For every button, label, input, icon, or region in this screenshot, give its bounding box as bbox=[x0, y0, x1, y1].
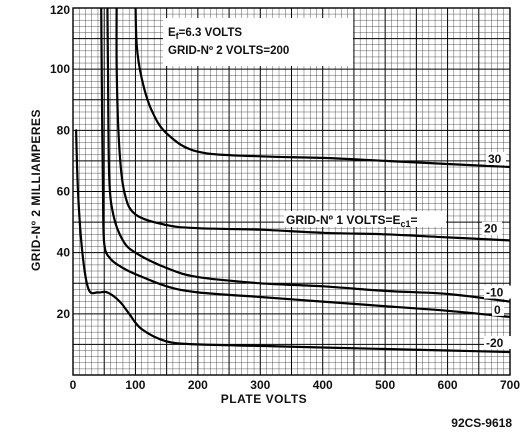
annotation-grid2: GRID-Nº 2 VOLTS=200 bbox=[168, 45, 289, 57]
x-tick-label: 700 bbox=[500, 378, 520, 392]
x-tick-label: 500 bbox=[375, 378, 395, 392]
x-tick-label: 200 bbox=[188, 378, 208, 392]
y-tick-label: 40 bbox=[57, 246, 71, 260]
y-tick-labels: 20 40 60 80 100 120 bbox=[50, 3, 70, 321]
x-tick-label: 400 bbox=[313, 378, 333, 392]
curve-grid1-10 bbox=[106, 8, 510, 303]
x-tick-label: 300 bbox=[250, 378, 270, 392]
grid1-label-group: GRID-Nº 1 VOLTS=Ec1= bbox=[284, 211, 446, 229]
y-axis-title: GRID-Nº 2 MILLIAMPERES bbox=[29, 109, 43, 271]
curve-label-10: -10 bbox=[486, 286, 504, 300]
annotation-ef: Ef=6.3 VOLTS bbox=[168, 27, 242, 41]
curve-label-0: 0 bbox=[494, 303, 501, 317]
annotation-box: Ef=6.3 VOLTS GRID-Nº 2 VOLTS=200 bbox=[163, 18, 353, 66]
grid1-label: GRID-Nº 1 VOLTS=Ec1= bbox=[286, 213, 418, 229]
curve-grid1-0 bbox=[100, 8, 510, 318]
y-tick-label: 120 bbox=[50, 3, 70, 17]
y-tick-label: 20 bbox=[57, 307, 71, 321]
x-tick-label: 100 bbox=[125, 378, 145, 392]
curve-grid1--20 bbox=[75, 129, 510, 354]
x-tick-labels: 0 100 200 300 400 500 600 700 bbox=[70, 378, 521, 392]
x-tick-label: 600 bbox=[438, 378, 458, 392]
y-tick-label: 80 bbox=[57, 123, 71, 137]
curve-labels: 30 20 -10 0 -20 bbox=[482, 152, 512, 350]
x-axis-title: PLATE VOLTS bbox=[221, 392, 307, 406]
y-tick-label: 60 bbox=[57, 185, 71, 199]
curve-label--20: -20 bbox=[486, 336, 504, 350]
curve-label-30: 30 bbox=[488, 152, 502, 166]
plot-frame bbox=[72, 7, 511, 376]
curve-label-20: 20 bbox=[484, 222, 498, 236]
annotation-background bbox=[163, 18, 353, 66]
curve-label-bg-20 bbox=[482, 221, 502, 235]
curves bbox=[75, 8, 510, 354]
curve-label-bg-0 bbox=[492, 302, 504, 316]
x-tick-label: 0 bbox=[70, 378, 77, 392]
curve-grid1-20 bbox=[115, 8, 510, 242]
curve-label-bg-30 bbox=[486, 152, 506, 166]
figure-code: 92CS-9618 bbox=[451, 416, 512, 430]
curve-label-bg--20 bbox=[484, 336, 512, 350]
y-tick-label: 100 bbox=[50, 62, 70, 76]
curve-label-bg-10 bbox=[484, 285, 512, 299]
grid1-label-background bbox=[284, 211, 446, 227]
curve-grid1-30 bbox=[134, 8, 510, 169]
